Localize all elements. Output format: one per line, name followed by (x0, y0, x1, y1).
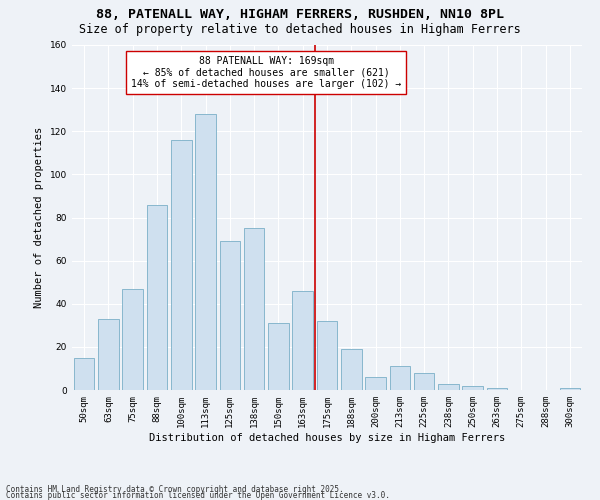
Bar (98, 319, 119, 390)
Bar (220, 241, 240, 390)
Text: 88, PATENALL WAY, HIGHAM FERRERS, RUSHDEN, NN10 8PL: 88, PATENALL WAY, HIGHAM FERRERS, RUSHDE… (96, 8, 504, 20)
Bar (74, 358, 94, 390)
Bar (487, 388, 508, 390)
Bar (463, 386, 483, 390)
Bar (341, 349, 362, 390)
X-axis label: Distribution of detached houses by size in Higham Ferrers: Distribution of detached houses by size … (149, 432, 505, 442)
Text: Contains HM Land Registry data © Crown copyright and database right 2025.: Contains HM Land Registry data © Crown c… (6, 485, 344, 494)
Bar (317, 321, 337, 390)
Bar (365, 377, 386, 390)
Bar (195, 114, 216, 390)
Bar (389, 366, 410, 390)
Bar (414, 373, 434, 390)
Bar (438, 384, 459, 390)
Bar (292, 291, 313, 390)
Bar (560, 388, 580, 390)
Bar (146, 204, 167, 390)
Text: 88 PATENALL WAY: 169sqm
← 85% of detached houses are smaller (621)
14% of semi-d: 88 PATENALL WAY: 169sqm ← 85% of detache… (131, 56, 401, 89)
Bar (268, 323, 289, 390)
Bar (244, 228, 265, 390)
Y-axis label: Number of detached properties: Number of detached properties (34, 127, 44, 308)
Text: Size of property relative to detached houses in Higham Ferrers: Size of property relative to detached ho… (79, 22, 521, 36)
Text: Contains public sector information licensed under the Open Government Licence v3: Contains public sector information licen… (6, 491, 390, 500)
Bar (171, 140, 191, 390)
Bar (122, 288, 143, 390)
